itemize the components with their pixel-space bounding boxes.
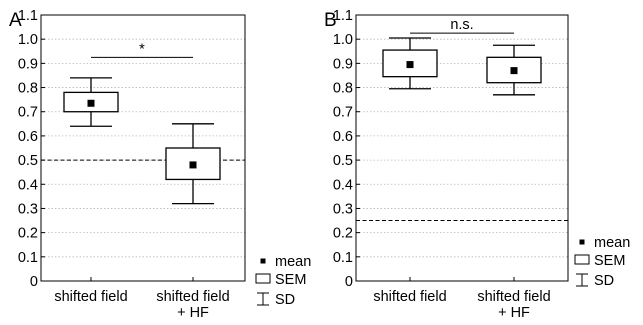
y-tick-label: 0.7 [333,105,353,121]
y-tick-label: 0.3 [18,201,38,217]
x-tick-label-line: + HF [177,305,209,320]
legend-mean-label: mean [275,254,311,270]
y-tick-label: 0.2 [333,226,353,242]
y-tick-label: 0.8 [18,81,38,97]
y-tick-label: 1.0 [18,32,38,48]
x-tick-label-line: shifted field [156,289,229,305]
y-tick-label: 0.3 [333,201,353,217]
y-tick-label: 1.0 [333,32,353,48]
mean-marker [189,161,197,169]
x-tick-label: shifted field + HF [477,289,550,320]
mean-marker [510,67,518,75]
panel-b: B 0 0.1 0.2 0.3 0.4 0.5 0.6 0.7 0.8 0.9 1.0 1.1 shift… [324,8,630,321]
y-tick-label: 0.9 [333,56,353,72]
plot-frame [40,14,246,282]
y-tick-label: 0.2 [18,226,38,242]
y-tick-label: 0.8 [333,81,353,97]
y-tick-label: 0.7 [18,105,38,121]
y-tick-label: 1.1 [18,8,38,24]
significance-label: n.s. [450,17,473,33]
panel-label: B [324,10,337,31]
plot-frame [355,14,569,282]
legend-mean-label: mean [594,235,630,251]
panel-a: A 0 0.1 0.2 0.3 0.4 0.5 0.6 0.7 0.8 0.9 1.0 1.1 shift… [9,8,311,321]
legend-sem-label: SEM [275,272,306,288]
y-tick-label: 0.1 [18,250,38,266]
y-tick-label: 0.5 [18,153,38,169]
y-tick-label: 0.9 [18,56,38,72]
y-tick-label: 0 [30,274,38,290]
legend-sd-label: SD [594,273,614,289]
legend-sem-label: SEM [594,253,625,269]
legend-sem-box [255,273,271,284]
y-tick-label: 0.4 [18,177,38,193]
mean-marker [406,61,414,69]
significance-label: * [139,41,145,57]
y-tick-label: 0.6 [18,129,38,145]
y-tick-label: 0.1 [333,250,353,266]
x-tick-label-line: + HF [498,305,530,320]
y-tick-label: 0.6 [333,129,353,145]
x-tick-label-line: shifted field [54,289,127,305]
legend-mean-marker [579,239,585,245]
y-tick-label: 1.1 [333,8,353,24]
legend-mean-marker [260,258,266,264]
y-tick-label: 0.5 [333,153,353,169]
x-tick-label-line: shifted field [373,289,446,305]
x-tick-label: shifted field [373,289,446,305]
legend-sd-label: SD [275,292,295,308]
y-tick-label: 0.4 [333,177,353,193]
legend-sem-box [574,254,590,265]
mean-marker [87,99,95,107]
x-tick-label-line: shifted field [477,289,550,305]
x-tick-label: shifted field + HF [156,289,229,320]
panel-label: A [9,10,22,31]
x-tick-label: shifted field [54,289,127,305]
y-tick-label: 0 [345,274,353,290]
